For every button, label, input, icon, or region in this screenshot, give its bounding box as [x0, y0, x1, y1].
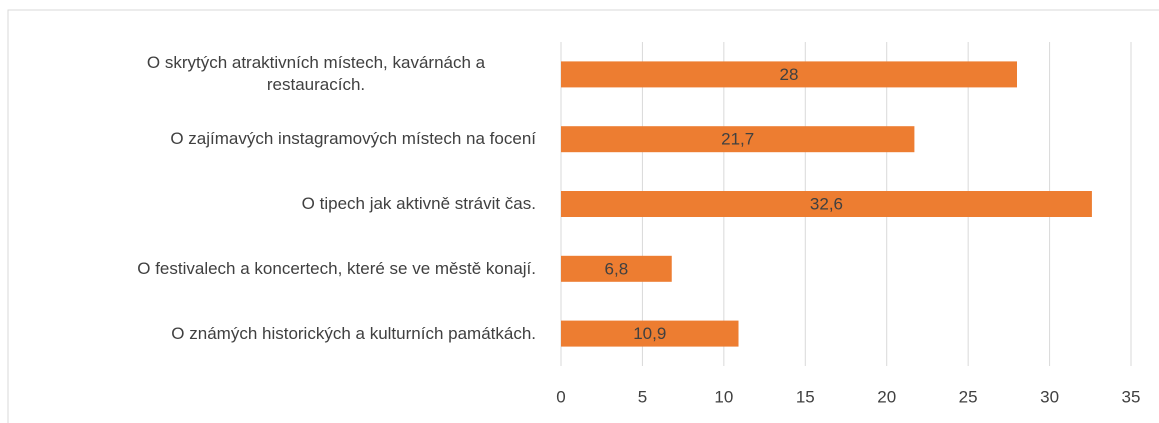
x-tick-label: 20 [877, 387, 896, 406]
data-label: 21,7 [721, 130, 754, 149]
category-label: O tipech jak aktivně strávit čas. [301, 194, 536, 213]
x-tick-label: 0 [556, 387, 565, 406]
data-label: 28 [780, 65, 799, 84]
bar [561, 126, 915, 153]
x-tick-label: 5 [638, 387, 647, 406]
x-tick-label: 15 [796, 387, 815, 406]
bar [561, 320, 739, 347]
data-label: 6,8 [605, 259, 629, 278]
bar [561, 61, 1017, 88]
data-label: 10,9 [633, 324, 666, 343]
x-tick-label: 10 [714, 387, 733, 406]
x-tick-label: 35 [1122, 387, 1141, 406]
bar [561, 191, 1092, 217]
bar [561, 255, 672, 282]
x-tick-label: 25 [959, 387, 978, 406]
category-label: O známých historických a kulturních pamá… [171, 323, 536, 343]
data-label: 32,6 [810, 194, 843, 213]
category-label: O festivalech a koncertech, které se ve … [137, 258, 536, 278]
category-label: O zajímavých instagramových místech na f… [170, 129, 536, 149]
x-tick-label: 30 [1040, 387, 1059, 406]
chart-border [7, 9, 1159, 423]
category-label: O skrytých atraktivních místech, kavárná… [146, 53, 486, 95]
